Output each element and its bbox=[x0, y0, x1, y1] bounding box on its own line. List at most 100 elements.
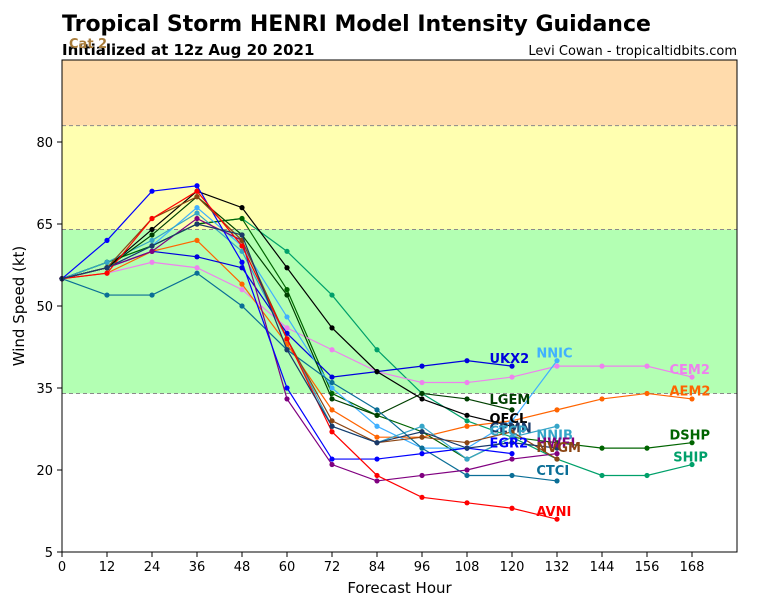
data-point bbox=[284, 287, 290, 293]
series-label-lgem: LGEM bbox=[490, 393, 531, 408]
y-tick-label: 35 bbox=[36, 382, 53, 397]
x-tick-label: 96 bbox=[414, 560, 431, 575]
data-point bbox=[419, 445, 425, 451]
series-label-dshp: DSHP bbox=[670, 428, 711, 443]
data-point bbox=[239, 205, 245, 211]
data-point bbox=[329, 374, 335, 380]
series-label-nvgm: NVGM bbox=[536, 441, 581, 456]
y-axis-label: Wind Speed (kt) bbox=[10, 246, 28, 367]
series-line bbox=[61, 212, 558, 460]
x-tick-label: 48 bbox=[234, 560, 251, 575]
data-point bbox=[464, 500, 470, 506]
data-point bbox=[239, 232, 245, 238]
data-point bbox=[329, 461, 335, 468]
data-point bbox=[194, 215, 200, 222]
data-point bbox=[329, 325, 335, 331]
series-label-hwfi: HWFI bbox=[536, 437, 575, 452]
data-point bbox=[419, 434, 425, 440]
series-avni bbox=[59, 188, 560, 522]
data-point bbox=[464, 396, 470, 402]
data-point bbox=[239, 243, 245, 249]
x-tick-label: 120 bbox=[500, 560, 525, 575]
data-point bbox=[329, 456, 335, 462]
data-point bbox=[194, 254, 200, 260]
chart-title: Tropical Storm HENRI Model Intensity Gui… bbox=[62, 12, 651, 37]
data-point bbox=[689, 440, 695, 446]
series-line bbox=[61, 272, 558, 482]
data-point bbox=[374, 347, 380, 353]
series-hwfi bbox=[59, 215, 560, 484]
data-point bbox=[464, 379, 470, 386]
data-point bbox=[599, 396, 605, 402]
data-point bbox=[644, 363, 650, 369]
data-point bbox=[419, 472, 425, 479]
data-point bbox=[194, 205, 200, 211]
series-label-ukx2: UKX2 bbox=[490, 352, 530, 367]
data-point bbox=[329, 347, 335, 353]
data-point bbox=[419, 396, 425, 402]
data-point bbox=[464, 472, 470, 479]
series-label-ctci: CTCI bbox=[536, 464, 569, 479]
data-point bbox=[554, 456, 560, 462]
series-label-avni: AVNI bbox=[536, 505, 571, 520]
data-point bbox=[329, 407, 335, 413]
data-point bbox=[554, 363, 560, 369]
data-point bbox=[554, 516, 560, 522]
data-point bbox=[284, 347, 290, 353]
y-tick-label: 5 bbox=[45, 546, 53, 561]
data-point bbox=[599, 363, 605, 369]
data-point bbox=[374, 472, 380, 479]
data-point bbox=[599, 472, 605, 479]
data-point bbox=[509, 374, 515, 380]
band-cat-2 bbox=[62, 60, 737, 126]
data-point bbox=[374, 369, 380, 375]
data-point bbox=[374, 456, 380, 462]
data-point bbox=[194, 183, 200, 189]
data-point bbox=[464, 412, 470, 418]
series-label-egr2: EGR2 bbox=[490, 437, 529, 452]
data-point bbox=[194, 194, 200, 200]
y-tick-label: 50 bbox=[36, 300, 53, 315]
data-point bbox=[509, 363, 515, 369]
data-point bbox=[149, 232, 155, 238]
data-point bbox=[464, 423, 470, 429]
data-point bbox=[554, 445, 560, 451]
data-point bbox=[284, 292, 290, 298]
data-point bbox=[329, 396, 335, 402]
data-point bbox=[464, 445, 470, 451]
data-point bbox=[104, 270, 110, 276]
data-point bbox=[104, 237, 110, 243]
data-point bbox=[554, 423, 560, 429]
series-label-nnib: NNIB bbox=[536, 428, 573, 443]
data-point bbox=[464, 418, 470, 424]
chart-credit: Levi Cowan - tropicaltidbits.com bbox=[528, 44, 737, 59]
data-point bbox=[419, 363, 425, 369]
data-point bbox=[689, 396, 695, 402]
x-axis-label: Forecast Hour bbox=[347, 579, 452, 597]
data-point bbox=[374, 434, 380, 440]
data-point bbox=[644, 472, 650, 479]
data-point bbox=[239, 281, 245, 287]
series-label-nnic: NNIC bbox=[536, 346, 572, 361]
x-tick-label: 156 bbox=[635, 560, 660, 575]
data-point bbox=[329, 292, 335, 298]
data-point bbox=[194, 270, 200, 276]
data-point bbox=[194, 188, 200, 194]
category-bands: TSCat 1Cat 2 bbox=[62, 37, 737, 394]
data-point bbox=[329, 429, 335, 435]
data-point bbox=[419, 379, 425, 386]
data-point bbox=[464, 358, 470, 364]
data-point bbox=[644, 445, 650, 451]
series-line bbox=[61, 190, 558, 520]
data-point bbox=[239, 248, 245, 254]
data-point bbox=[239, 287, 245, 293]
data-point bbox=[509, 472, 515, 479]
data-point bbox=[419, 494, 425, 500]
x-tick-label: 24 bbox=[144, 560, 161, 575]
series-nvgm bbox=[59, 221, 560, 451]
data-point bbox=[464, 440, 470, 446]
data-point bbox=[419, 390, 425, 397]
data-point bbox=[374, 478, 380, 484]
data-point bbox=[284, 265, 290, 271]
